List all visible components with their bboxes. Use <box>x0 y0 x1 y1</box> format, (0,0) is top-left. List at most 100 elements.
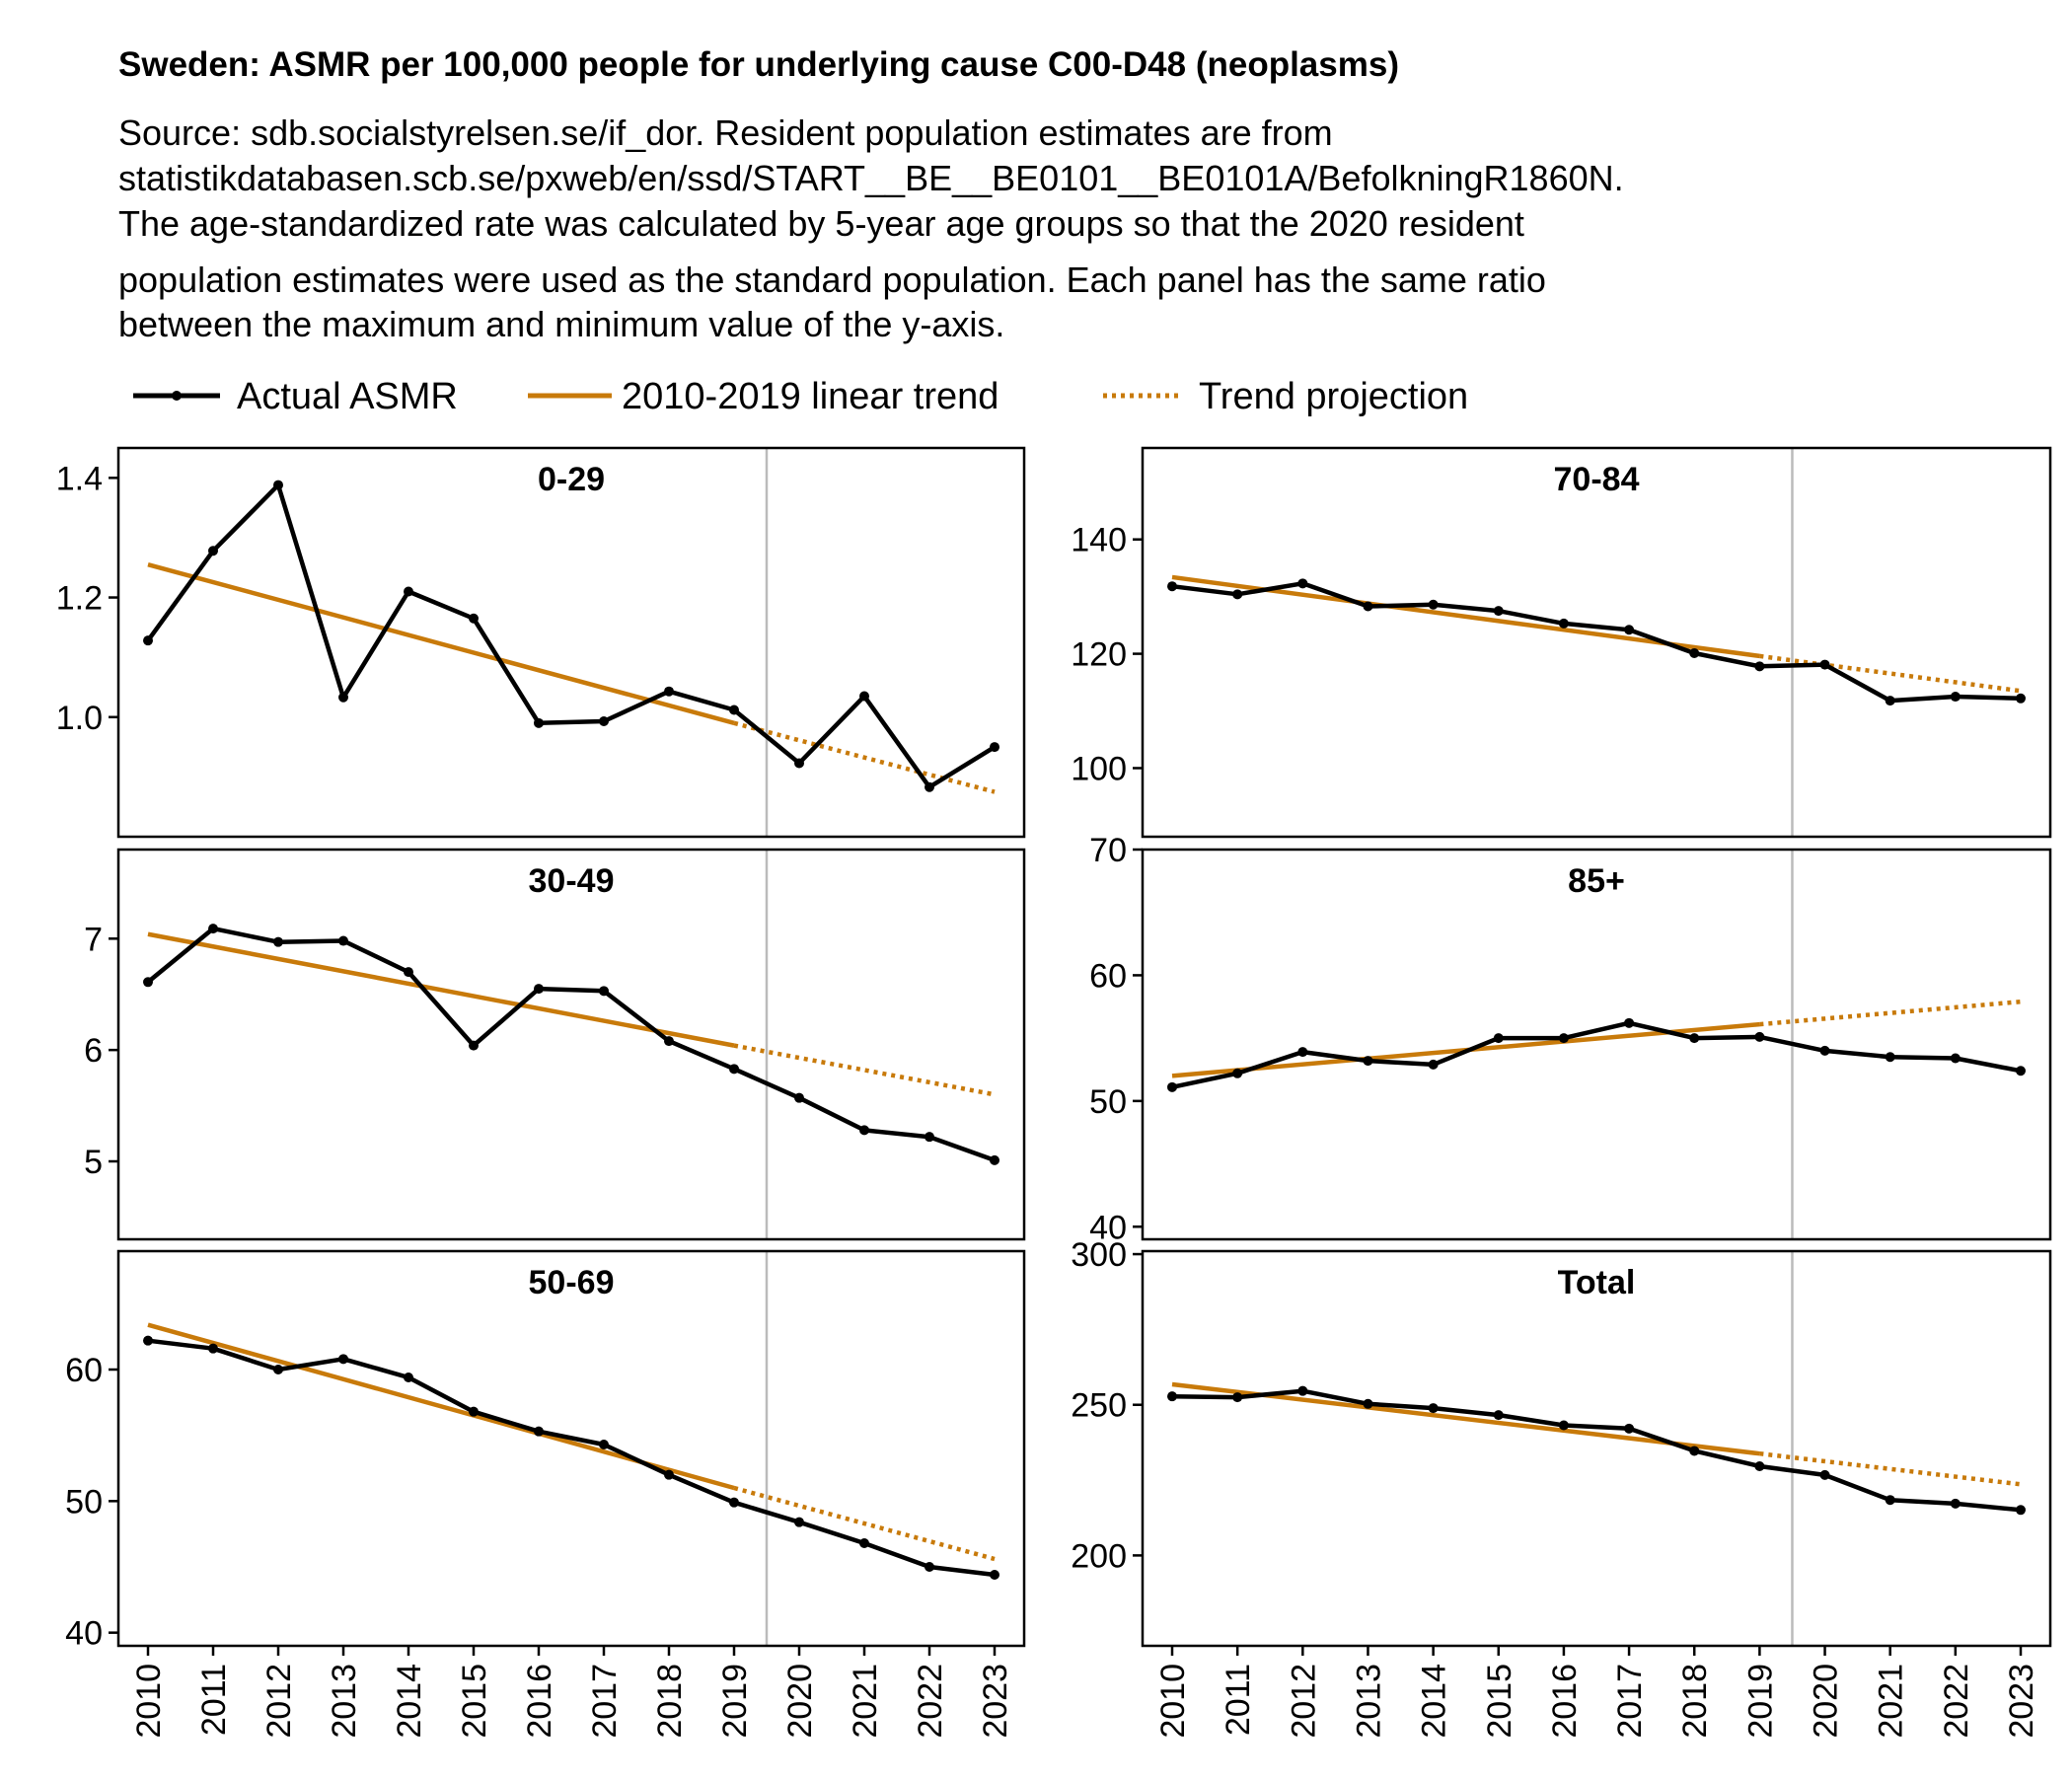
x-tick-label: 2014 <box>1416 1664 1453 1739</box>
y-tick-label: 300 <box>1071 1236 1127 1274</box>
y-tick-label: 250 <box>1071 1387 1127 1425</box>
panel-background <box>1143 448 2050 837</box>
data-point <box>404 967 413 978</box>
panel-background <box>118 1251 1024 1646</box>
data-point <box>729 1497 739 1508</box>
y-tick-label: 50 <box>1089 1083 1127 1121</box>
data-point <box>2016 1066 2026 1076</box>
data-point <box>1885 1495 1895 1506</box>
x-tick-label: 2020 <box>781 1664 819 1739</box>
data-point <box>1167 1391 1177 1402</box>
actual-series-line <box>1171 581 2022 704</box>
panels-layer: 0-29 1.0 1.2 1.4 70-84 100 120 140 30-49 5 6 7 85+ 40… <box>56 446 2052 1739</box>
data-point <box>1428 1403 1439 1414</box>
chart-subtitle-line-1: Source: sdb.socialstyrelsen.se/if_dor. R… <box>118 112 1333 153</box>
data-point <box>664 1469 674 1480</box>
data-point <box>1167 581 1177 592</box>
data-point <box>534 1426 544 1437</box>
actual-series-line <box>146 482 997 789</box>
panel-background <box>1143 1251 2050 1646</box>
x-tick-label: 2014 <box>391 1664 428 1739</box>
data-point <box>1297 578 1308 589</box>
data-point <box>859 691 869 702</box>
data-point <box>143 1335 153 1346</box>
data-point <box>1232 1068 1243 1078</box>
data-point <box>273 1365 283 1374</box>
panel-frame <box>116 446 1026 839</box>
x-tick-label: 2022 <box>1938 1664 1975 1739</box>
data-point <box>1950 1053 1961 1064</box>
trend-line <box>147 562 735 726</box>
data-point <box>599 1440 609 1449</box>
data-point <box>1624 625 1635 635</box>
chart-subtitle-line-5: between the maximum and minimum value of… <box>118 304 1004 344</box>
panel-50-69: 50-69 40 50 60 2010 2011 2012 2013 2014 2015 2016 2… <box>65 1249 1026 1739</box>
data-point <box>469 613 479 624</box>
x-tick-label: 2013 <box>1350 1664 1387 1739</box>
y-tick-label: 140 <box>1071 522 1127 559</box>
data-point <box>143 635 153 646</box>
x-tick-label: 2023 <box>2003 1664 2040 1739</box>
panel-Total: Total 200 250 300 2010 2011 2012 2013 2014 2015 20… <box>1071 1236 2052 1739</box>
data-point <box>1819 1045 1830 1056</box>
data-point <box>1493 606 1504 617</box>
data-point <box>990 1570 999 1580</box>
x-tick-label: 2021 <box>847 1664 884 1739</box>
data-point <box>1232 589 1243 600</box>
data-point <box>404 586 413 597</box>
y-tick-label: 6 <box>84 1032 103 1070</box>
trend-line <box>147 931 735 1048</box>
data-point <box>2016 1505 2026 1516</box>
data-point <box>925 1132 934 1143</box>
x-tick-label: 2011 <box>1220 1664 1257 1736</box>
x-tick-label: 2013 <box>326 1664 363 1739</box>
data-point <box>794 758 804 769</box>
x-tick-label: 2010 <box>130 1664 168 1739</box>
panel-0-29: 0-29 1.0 1.2 1.4 <box>56 446 1026 839</box>
data-point <box>794 1092 804 1103</box>
x-tick-label: 2018 <box>1676 1664 1714 1739</box>
data-point <box>1297 1385 1308 1396</box>
data-point <box>1689 1446 1700 1456</box>
panel-label: 85+ <box>1568 862 1625 900</box>
y-tick-label: 60 <box>65 1352 103 1389</box>
data-point <box>1689 648 1700 659</box>
data-point <box>1624 1017 1635 1028</box>
chart-title: Sweden: ASMR per 100,000 people for unde… <box>118 45 1399 84</box>
data-point <box>729 1064 739 1075</box>
panel-frame <box>116 1249 1026 1648</box>
legend: Actual ASMR 2010-2019 linear trend Trend… <box>133 376 1468 417</box>
y-tick-label: 50 <box>65 1483 103 1521</box>
x-tick-label: 2017 <box>586 1664 624 1739</box>
x-tick-label: 2016 <box>1546 1664 1584 1739</box>
data-point <box>1493 1410 1504 1421</box>
data-point <box>664 686 674 697</box>
data-point <box>273 936 283 947</box>
x-tick-label: 2015 <box>1481 1664 1518 1739</box>
panel-frame <box>1141 848 2052 1241</box>
data-point <box>859 1125 869 1136</box>
x-tick-label: 2012 <box>260 1664 298 1739</box>
y-tick-label: 40 <box>65 1615 103 1653</box>
data-point <box>143 977 153 988</box>
panel-label: 30-49 <box>529 862 615 900</box>
y-tick-label: 40 <box>1089 1209 1127 1246</box>
y-tick-label: 60 <box>1089 957 1127 995</box>
data-point <box>1363 601 1373 612</box>
data-point <box>1558 1420 1569 1431</box>
legend-trend-label: 2010-2019 linear trend <box>622 376 999 417</box>
x-tick-label: 2016 <box>521 1664 558 1739</box>
panel-frame <box>116 848 1026 1241</box>
data-point <box>1558 1033 1569 1044</box>
panel-70-84: 70-84 100 120 140 <box>1071 446 2052 839</box>
actual-series-line <box>147 1338 996 1578</box>
panel-30-49: 30-49 5 6 7 <box>84 848 1026 1241</box>
y-tick-label: 200 <box>1071 1537 1127 1575</box>
data-point <box>599 716 609 727</box>
x-tick-label: 2015 <box>456 1664 493 1739</box>
data-point <box>1428 599 1439 610</box>
data-point <box>729 705 739 715</box>
legend-actual-label: Actual ASMR <box>237 376 458 417</box>
data-point <box>338 1354 348 1365</box>
